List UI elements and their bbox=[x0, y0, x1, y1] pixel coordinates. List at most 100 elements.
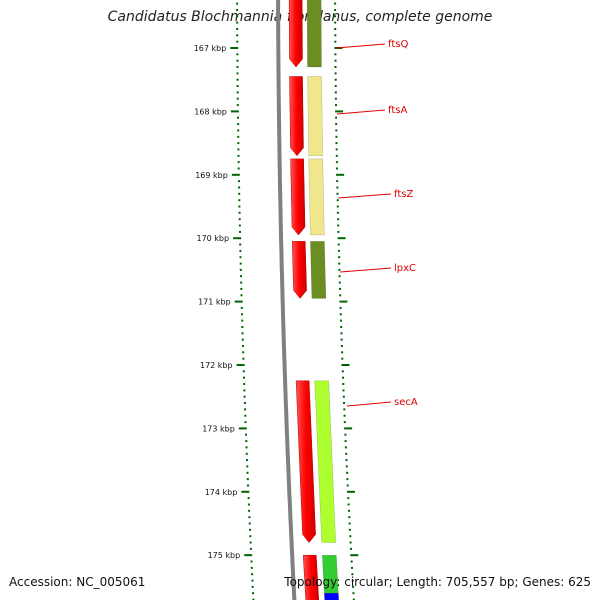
minor-tick bbox=[237, 167, 240, 170]
outer-minor-tick bbox=[339, 294, 342, 297]
outer-minor-tick bbox=[336, 199, 339, 202]
outer-minor-tick bbox=[343, 408, 346, 411]
outer-minor-tick bbox=[347, 503, 350, 506]
minor-tick bbox=[245, 446, 248, 449]
minor-tick bbox=[250, 560, 253, 563]
gene-block-ftsQ bbox=[306, 0, 322, 68]
gene-label-lpxC: lpxC bbox=[394, 263, 416, 274]
gene-label-ftsQ: ftsQ bbox=[388, 39, 408, 50]
minor-tick bbox=[237, 154, 240, 157]
minor-tick bbox=[237, 129, 240, 132]
outer-minor-tick bbox=[336, 211, 339, 214]
outer-minor-tick bbox=[338, 275, 341, 278]
outer-minor-tick bbox=[352, 585, 355, 588]
outer-minor-tick bbox=[348, 522, 351, 525]
outer-minor-tick bbox=[352, 598, 355, 600]
outer-minor-tick bbox=[342, 395, 345, 398]
outer-minor-tick bbox=[343, 402, 345, 404]
minor-tick bbox=[251, 585, 254, 588]
minor-tick bbox=[239, 243, 242, 246]
outer-minor-tick bbox=[334, 53, 337, 56]
outer-minor-tick bbox=[341, 351, 344, 354]
major-tick bbox=[238, 427, 247, 430]
tick-label-172: 172 kbp bbox=[200, 361, 233, 370]
minor-tick bbox=[240, 281, 243, 284]
minor-tick bbox=[238, 192, 241, 195]
minor-tick bbox=[241, 326, 244, 328]
minor-tick bbox=[244, 421, 247, 424]
minor-tick bbox=[236, 91, 239, 94]
outer-minor-tick bbox=[339, 313, 342, 316]
leader-line-ftsZ bbox=[338, 193, 392, 199]
outer-major-tick bbox=[336, 173, 345, 176]
outer-minor-tick bbox=[334, 78, 337, 81]
minor-tick bbox=[240, 294, 243, 297]
outer-minor-tick bbox=[336, 192, 339, 195]
outer-minor-tick bbox=[337, 224, 340, 227]
leader-line-ftsQ bbox=[336, 43, 386, 49]
minor-tick bbox=[243, 376, 245, 379]
accession-text: Accession: NC_005061 bbox=[9, 575, 146, 589]
minor-tick bbox=[241, 319, 244, 322]
minor-tick bbox=[242, 345, 244, 347]
cds-arrow bbox=[290, 158, 306, 236]
minor-tick bbox=[236, 59, 239, 62]
gene-label-secA: secA bbox=[394, 397, 418, 408]
outer-minor-tick bbox=[346, 478, 349, 481]
minor-tick bbox=[238, 205, 241, 208]
outer-minor-tick bbox=[336, 180, 339, 183]
outer-minor-tick bbox=[335, 142, 338, 145]
tick-label-175: 175 kbp bbox=[208, 551, 241, 560]
outer-minor-tick bbox=[335, 116, 338, 119]
outer-minor-tick bbox=[337, 249, 340, 252]
outer-minor-tick bbox=[345, 465, 348, 468]
tick-label-167: 167 kbp bbox=[194, 44, 227, 53]
outer-minor-tick bbox=[334, 66, 337, 68]
minor-tick bbox=[249, 528, 251, 531]
major-tick bbox=[231, 173, 240, 176]
minor-tick bbox=[236, 28, 239, 30]
tick-label-171: 171 kbp bbox=[198, 298, 231, 307]
minor-tick bbox=[239, 249, 242, 252]
outer-minor-tick bbox=[335, 129, 338, 132]
outer-minor-tick bbox=[346, 471, 349, 474]
minor-tick bbox=[249, 547, 252, 550]
minor-tick bbox=[240, 306, 243, 309]
outer-minor-tick bbox=[334, 2, 337, 5]
minor-tick bbox=[246, 478, 249, 481]
major-tick bbox=[233, 237, 242, 240]
minor-tick bbox=[237, 148, 240, 151]
outer-minor-tick bbox=[338, 256, 341, 259]
minor-tick bbox=[243, 383, 246, 385]
outer-minor-tick bbox=[338, 262, 341, 265]
minor-tick bbox=[248, 522, 251, 525]
leader-line-lpxC bbox=[340, 267, 392, 273]
backbone-arc bbox=[276, 0, 297, 600]
minor-tick bbox=[239, 230, 241, 233]
minor-tick bbox=[240, 275, 242, 278]
minor-tick bbox=[237, 135, 240, 138]
minor-tick bbox=[237, 161, 240, 164]
outer-minor-tick bbox=[335, 154, 338, 157]
scale-layer: 167 kbp 168 kbp 169 kbp 170 kbp 171 kbp 172 k… bbox=[194, 2, 359, 600]
outer-minor-tick bbox=[342, 376, 344, 379]
outer-minor-tick bbox=[352, 592, 355, 595]
outer-minor-tick bbox=[346, 484, 349, 487]
outer-minor-tick bbox=[334, 9, 337, 11]
minor-tick bbox=[242, 351, 245, 354]
leader-line-ftsA bbox=[337, 109, 386, 115]
minor-tick bbox=[247, 497, 250, 500]
minor-tick bbox=[243, 389, 246, 392]
minor-tick bbox=[241, 313, 243, 316]
outer-minor-tick bbox=[339, 287, 341, 290]
minor-tick bbox=[246, 471, 249, 474]
major-tick bbox=[230, 110, 239, 113]
gene-label-ftsZ: ftsZ bbox=[394, 189, 413, 200]
outer-minor-tick bbox=[338, 281, 341, 284]
minor-tick bbox=[252, 598, 255, 600]
outer-minor-tick bbox=[341, 357, 344, 360]
outer-minor-tick bbox=[334, 15, 337, 18]
minor-tick bbox=[243, 402, 246, 404]
minor-tick bbox=[238, 211, 241, 214]
minor-tick bbox=[244, 408, 247, 411]
